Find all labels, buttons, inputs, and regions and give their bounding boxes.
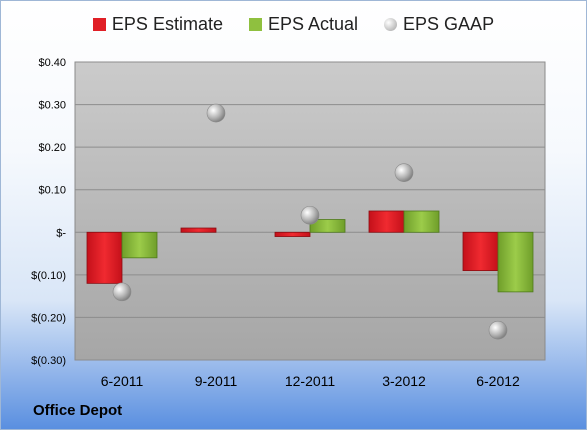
x-tick-label: 3-2012 — [382, 373, 426, 389]
point-eps-gaap — [112, 282, 132, 302]
point-eps-gaap — [206, 103, 226, 123]
y-tick-label: $(0.30) — [31, 355, 66, 367]
bars — [86, 210, 534, 293]
y-tick-label: $(0.20) — [31, 312, 66, 324]
legend-swatch-gaap — [384, 18, 398, 31]
legend-item-gaap: EPS GAAP — [384, 14, 494, 35]
gaap-points — [112, 103, 508, 340]
point-eps-gaap — [488, 320, 508, 340]
x-tick-label: 9-2011 — [195, 373, 238, 389]
bar-eps-estimate — [274, 231, 311, 237]
y-tick-label: $- — [56, 227, 66, 239]
legend-item-estimate: EPS Estimate — [92, 14, 223, 35]
legend-swatch-actual — [248, 18, 262, 31]
point-eps-gaap — [300, 205, 320, 225]
legend-label-estimate: EPS Estimate — [111, 14, 223, 34]
legend-item-actual: EPS Actual — [248, 14, 359, 35]
y-tick-label: $0.10 — [38, 185, 66, 197]
bar-eps-estimate — [462, 231, 499, 272]
y-axis-ticks: $0.40 $0.30 $0.20 $0.10 $- $(0.10) $(0.20) $(0.… — [31, 57, 66, 367]
x-axis-ticks: 6-2011 9-2011 12-2011 3-2012 6-2012 — [101, 373, 520, 389]
x-tick-label: 6-2012 — [476, 373, 520, 389]
bar-eps-actual — [121, 231, 158, 259]
point-eps-gaap — [394, 163, 414, 182]
bar-eps-estimate — [180, 227, 217, 233]
y-tick-label: $0.20 — [38, 142, 66, 154]
legend-label-gaap: EPS GAAP — [403, 14, 495, 34]
chart-legend: EPS Estimate EPS Actual EPS GAAP — [0, 14, 587, 35]
legend-swatch-estimate — [92, 18, 106, 31]
bar-eps-estimate — [368, 210, 405, 233]
y-tick-label: $0.30 — [38, 100, 66, 112]
y-tick-label: $(0.10) — [31, 270, 66, 282]
bar-eps-actual — [497, 231, 534, 293]
x-tick-label: 6-2011 — [101, 373, 144, 389]
bar-eps-actual — [309, 219, 346, 233]
bar-eps-actual — [403, 210, 440, 233]
company-name: Office Depot — [33, 402, 123, 419]
x-tick-label: 12-2011 — [285, 373, 336, 389]
y-tick-label: $0.40 — [38, 57, 66, 69]
legend-label-actual: EPS Actual — [267, 14, 359, 34]
bar-eps-estimate — [86, 231, 123, 284]
